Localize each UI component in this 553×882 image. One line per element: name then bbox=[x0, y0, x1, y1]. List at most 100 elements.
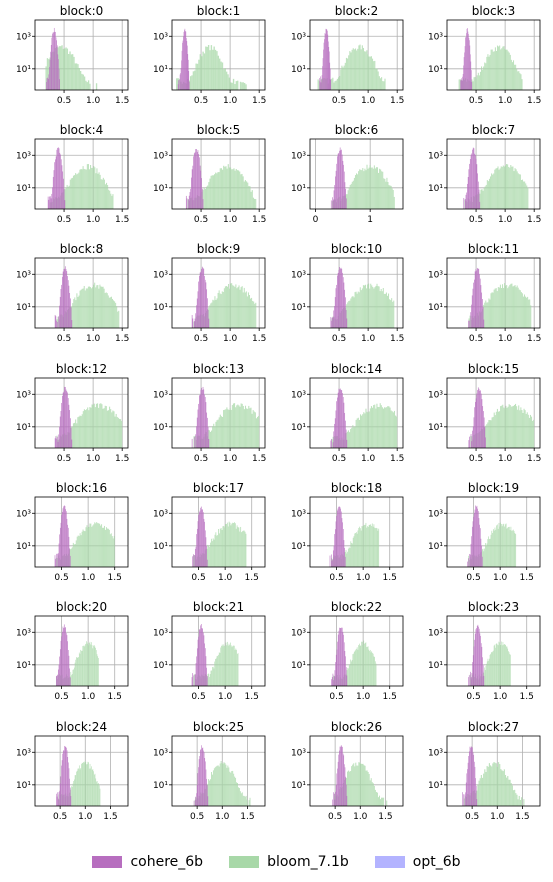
bar-cohere bbox=[64, 386, 65, 448]
bar-bloom bbox=[508, 779, 510, 806]
bar-bloom bbox=[392, 190, 394, 209]
bar-bloom bbox=[342, 67, 344, 90]
bar-bloom bbox=[390, 300, 392, 328]
bar-bloom bbox=[503, 523, 505, 567]
bar-cohere bbox=[52, 33, 53, 90]
bar-bloom bbox=[318, 80, 320, 90]
bar-cohere bbox=[478, 189, 480, 209]
bar-bloom bbox=[206, 46, 208, 90]
bar-cohere bbox=[468, 677, 469, 686]
panel-title: block:25 bbox=[193, 720, 244, 734]
bar-cohere bbox=[461, 78, 462, 90]
bar-bloom bbox=[505, 646, 507, 686]
bar-cohere bbox=[331, 560, 333, 567]
bar-bloom bbox=[82, 411, 84, 448]
bar-cohere bbox=[57, 54, 59, 90]
bar-cohere bbox=[61, 631, 63, 686]
bar-bloom bbox=[381, 291, 383, 328]
bar-bloom bbox=[105, 406, 107, 448]
bar-bloom bbox=[208, 307, 210, 328]
bar-cohere bbox=[192, 554, 194, 567]
axes-frame bbox=[446, 615, 541, 687]
bar-bloom bbox=[379, 78, 382, 90]
panel-title: block:13 bbox=[193, 362, 244, 376]
bar-bloom bbox=[217, 172, 219, 209]
bar-bloom bbox=[485, 545, 487, 567]
bar-cohere bbox=[319, 81, 321, 90]
bar-bloom bbox=[517, 71, 519, 90]
bar-bloom bbox=[355, 533, 356, 567]
bar-cohere bbox=[344, 412, 346, 448]
bar-cohere bbox=[469, 436, 470, 448]
bar-cohere bbox=[67, 641, 68, 686]
axes-frame bbox=[446, 377, 541, 449]
bar-cohere bbox=[196, 149, 197, 209]
bar-bloom bbox=[365, 770, 367, 806]
bar-cohere bbox=[59, 649, 61, 686]
bar-cohere bbox=[342, 753, 344, 806]
bar-bloom bbox=[369, 408, 371, 448]
bar-bloom bbox=[218, 533, 220, 567]
bar-bloom bbox=[518, 71, 520, 90]
bar-bloom bbox=[487, 54, 489, 90]
bar-bloom bbox=[208, 779, 210, 806]
bar-cohere bbox=[472, 747, 473, 806]
bar-bloom bbox=[362, 763, 364, 806]
bar-cohere bbox=[56, 40, 57, 90]
bar-bloom bbox=[243, 530, 245, 567]
bar-cohere bbox=[58, 792, 60, 806]
bar-bloom bbox=[366, 411, 368, 448]
bar-cohere bbox=[197, 291, 199, 328]
bar-bloom bbox=[93, 403, 95, 448]
bar-bloom bbox=[227, 641, 228, 686]
bar-bloom bbox=[355, 173, 358, 209]
bar-bloom bbox=[86, 641, 87, 686]
bar-bloom bbox=[232, 169, 234, 209]
ytick-label: 10³ bbox=[16, 628, 31, 638]
bar-bloom bbox=[499, 764, 501, 806]
bar-bloom bbox=[380, 799, 382, 806]
bar-bloom bbox=[245, 181, 248, 209]
ytick-label: 10¹ bbox=[16, 781, 31, 791]
bar-cohere bbox=[199, 275, 200, 328]
bar-bloom bbox=[356, 533, 358, 567]
bar-bloom bbox=[221, 169, 224, 209]
bar-bloom bbox=[219, 58, 221, 90]
bar-bloom bbox=[73, 669, 74, 686]
bar-bloom bbox=[520, 74, 522, 90]
axes-frame bbox=[171, 19, 266, 91]
axes-frame bbox=[171, 257, 266, 329]
bar-bloom bbox=[521, 79, 523, 90]
bar-cohere bbox=[65, 269, 67, 328]
bar-bloom bbox=[357, 530, 359, 567]
bar-bloom bbox=[510, 59, 512, 90]
bar-cohere bbox=[340, 746, 341, 806]
bar-bloom bbox=[337, 77, 340, 90]
bar-bloom bbox=[96, 285, 98, 328]
bar-cohere bbox=[479, 633, 481, 686]
bar-cohere bbox=[193, 437, 195, 448]
bar-cohere bbox=[469, 45, 471, 90]
bar-bloom bbox=[384, 78, 386, 90]
bar-bloom bbox=[523, 799, 525, 806]
xtick-label: 1.5 bbox=[245, 573, 259, 583]
bar-bloom bbox=[393, 196, 395, 209]
bar-bloom bbox=[379, 403, 381, 448]
bar-cohere bbox=[463, 198, 465, 209]
bar-bloom bbox=[85, 80, 87, 90]
xtick-label: 1.0 bbox=[86, 334, 101, 344]
bar-cohere bbox=[343, 642, 345, 686]
ytick-label: 10³ bbox=[291, 32, 306, 42]
bar-cohere bbox=[337, 768, 338, 806]
bar-bloom bbox=[90, 642, 92, 686]
legend-swatch-cohere bbox=[92, 856, 123, 868]
bar-bloom bbox=[95, 523, 97, 567]
bar-cohere bbox=[63, 188, 65, 209]
bar-bloom bbox=[239, 289, 241, 328]
bar-cohere bbox=[62, 508, 64, 567]
bar-bloom bbox=[512, 790, 515, 806]
bar-cohere bbox=[338, 630, 340, 686]
bar-bloom bbox=[252, 197, 254, 209]
